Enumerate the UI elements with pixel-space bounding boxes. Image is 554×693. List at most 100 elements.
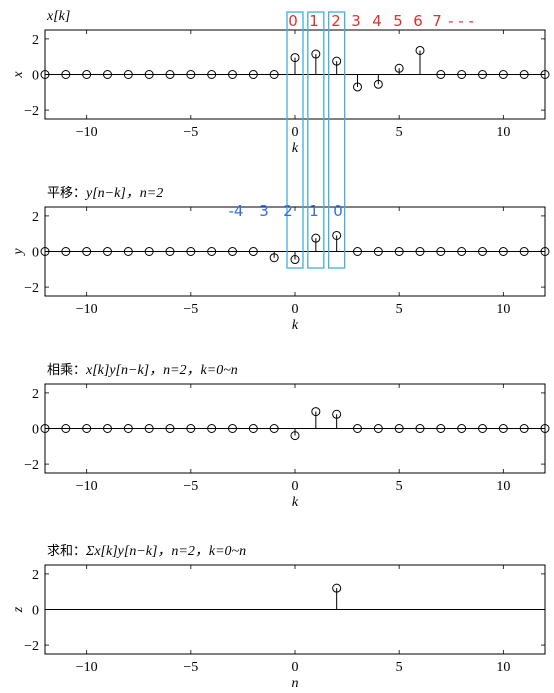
stem-marker xyxy=(123,70,133,79)
stem-point xyxy=(519,247,529,256)
stem-marker xyxy=(228,424,237,433)
y-tick-label: 2 xyxy=(32,210,39,225)
stem-marker xyxy=(332,56,342,66)
x-axis-label: k xyxy=(292,141,299,156)
stem-point xyxy=(311,233,321,252)
stem-marker xyxy=(40,247,50,256)
stem-point xyxy=(144,247,154,256)
y-axis-label: x xyxy=(11,71,26,79)
stem-marker xyxy=(436,247,446,256)
stem-point xyxy=(353,74,362,92)
panel-title-text: x[k]y[n−k]，n=2，k=0~n xyxy=(85,363,238,378)
stem-marker xyxy=(186,424,196,433)
stem-point xyxy=(103,424,112,433)
stem-marker xyxy=(186,247,196,256)
stem-point xyxy=(228,424,237,433)
stem-marker xyxy=(290,53,300,63)
stem-marker xyxy=(353,82,362,92)
stem-marker xyxy=(332,409,342,419)
stem-point xyxy=(186,70,196,79)
x-tick-label: 5 xyxy=(396,660,403,675)
stem-point xyxy=(40,424,50,433)
stem-point xyxy=(457,247,467,256)
panel-title-text: Σx[k]y[n−k]，n=2，k=0~n xyxy=(85,544,246,559)
stem-marker xyxy=(457,424,467,433)
stem-point xyxy=(394,424,404,433)
blue-index-label: 2 xyxy=(283,202,293,220)
stem-point xyxy=(144,424,154,433)
y-tick-label: 2 xyxy=(32,568,39,583)
stem-point xyxy=(540,247,550,256)
stem-point xyxy=(415,247,425,256)
stem-point xyxy=(40,247,50,256)
x-tick-label: 0 xyxy=(292,125,299,140)
x-tick-label: 10 xyxy=(496,125,510,140)
stem-marker xyxy=(373,247,383,256)
stem-point xyxy=(248,247,258,256)
stem-point xyxy=(103,247,112,256)
stem-point xyxy=(165,70,175,79)
stem-marker xyxy=(228,247,237,256)
x-tick-label: −5 xyxy=(183,125,198,140)
stem-marker xyxy=(394,247,404,256)
stem-marker xyxy=(228,70,237,79)
stem-marker xyxy=(165,247,175,256)
stem-marker xyxy=(498,424,508,433)
stem-marker xyxy=(269,253,279,263)
y-tick-label: 2 xyxy=(32,33,39,48)
stem-point xyxy=(457,424,467,433)
x-tick-label: −10 xyxy=(76,125,98,140)
stem-point xyxy=(457,70,467,79)
red-index-label: 1 xyxy=(309,12,319,30)
stem-marker xyxy=(82,424,92,433)
stem-marker xyxy=(540,247,550,256)
stem-point xyxy=(186,247,196,256)
blue-index-label: 3 xyxy=(259,202,269,220)
stem-marker xyxy=(165,424,175,433)
y-tick-label: 0 xyxy=(32,246,39,261)
y-tick-label: −2 xyxy=(24,639,39,654)
y-tick-label: 2 xyxy=(32,387,39,402)
stem-point xyxy=(290,251,300,265)
x-tick-label: −5 xyxy=(183,479,198,494)
stem-point xyxy=(332,230,342,252)
stem-point xyxy=(40,70,50,79)
blue-index-label: 0 xyxy=(333,202,343,220)
stem-point xyxy=(123,247,133,256)
stem-point xyxy=(519,424,529,433)
stem-point xyxy=(478,70,487,79)
stem-marker xyxy=(61,424,71,433)
panel-title: 求和：Σx[k]y[n−k]，n=2，k=0~n xyxy=(47,544,246,559)
stem-point xyxy=(269,70,279,79)
stem-point xyxy=(373,247,383,256)
stem-marker xyxy=(248,247,258,256)
x-tick-label: 5 xyxy=(396,125,403,140)
stem-point xyxy=(82,424,92,433)
stem-point xyxy=(394,247,404,256)
red-index-label: 3 xyxy=(351,12,361,30)
red-index-label: 5 xyxy=(393,12,403,30)
stem-marker xyxy=(82,247,92,256)
stem-point xyxy=(207,424,217,433)
stem-point xyxy=(61,70,71,79)
stem-marker xyxy=(373,79,383,89)
highlight-box-k2 xyxy=(328,11,346,269)
stem-point xyxy=(332,409,342,429)
panel-title-prefix: 平移： xyxy=(47,186,86,201)
stem-marker xyxy=(540,424,550,433)
stem-marker xyxy=(207,424,217,433)
red-index-label: 4 xyxy=(372,12,382,30)
stem-point xyxy=(373,74,383,89)
y-tick-label: 0 xyxy=(32,604,39,619)
stem-marker xyxy=(519,424,529,433)
x-tick-label: 0 xyxy=(292,302,299,317)
highlight-box-k0 xyxy=(286,11,304,269)
stem-point xyxy=(290,428,300,441)
stem-marker xyxy=(82,70,92,79)
stem-point xyxy=(165,247,175,256)
stem-marker xyxy=(498,70,508,79)
stem-marker xyxy=(103,247,112,256)
stem-point xyxy=(415,424,425,433)
x-axis-label: k xyxy=(292,318,299,333)
